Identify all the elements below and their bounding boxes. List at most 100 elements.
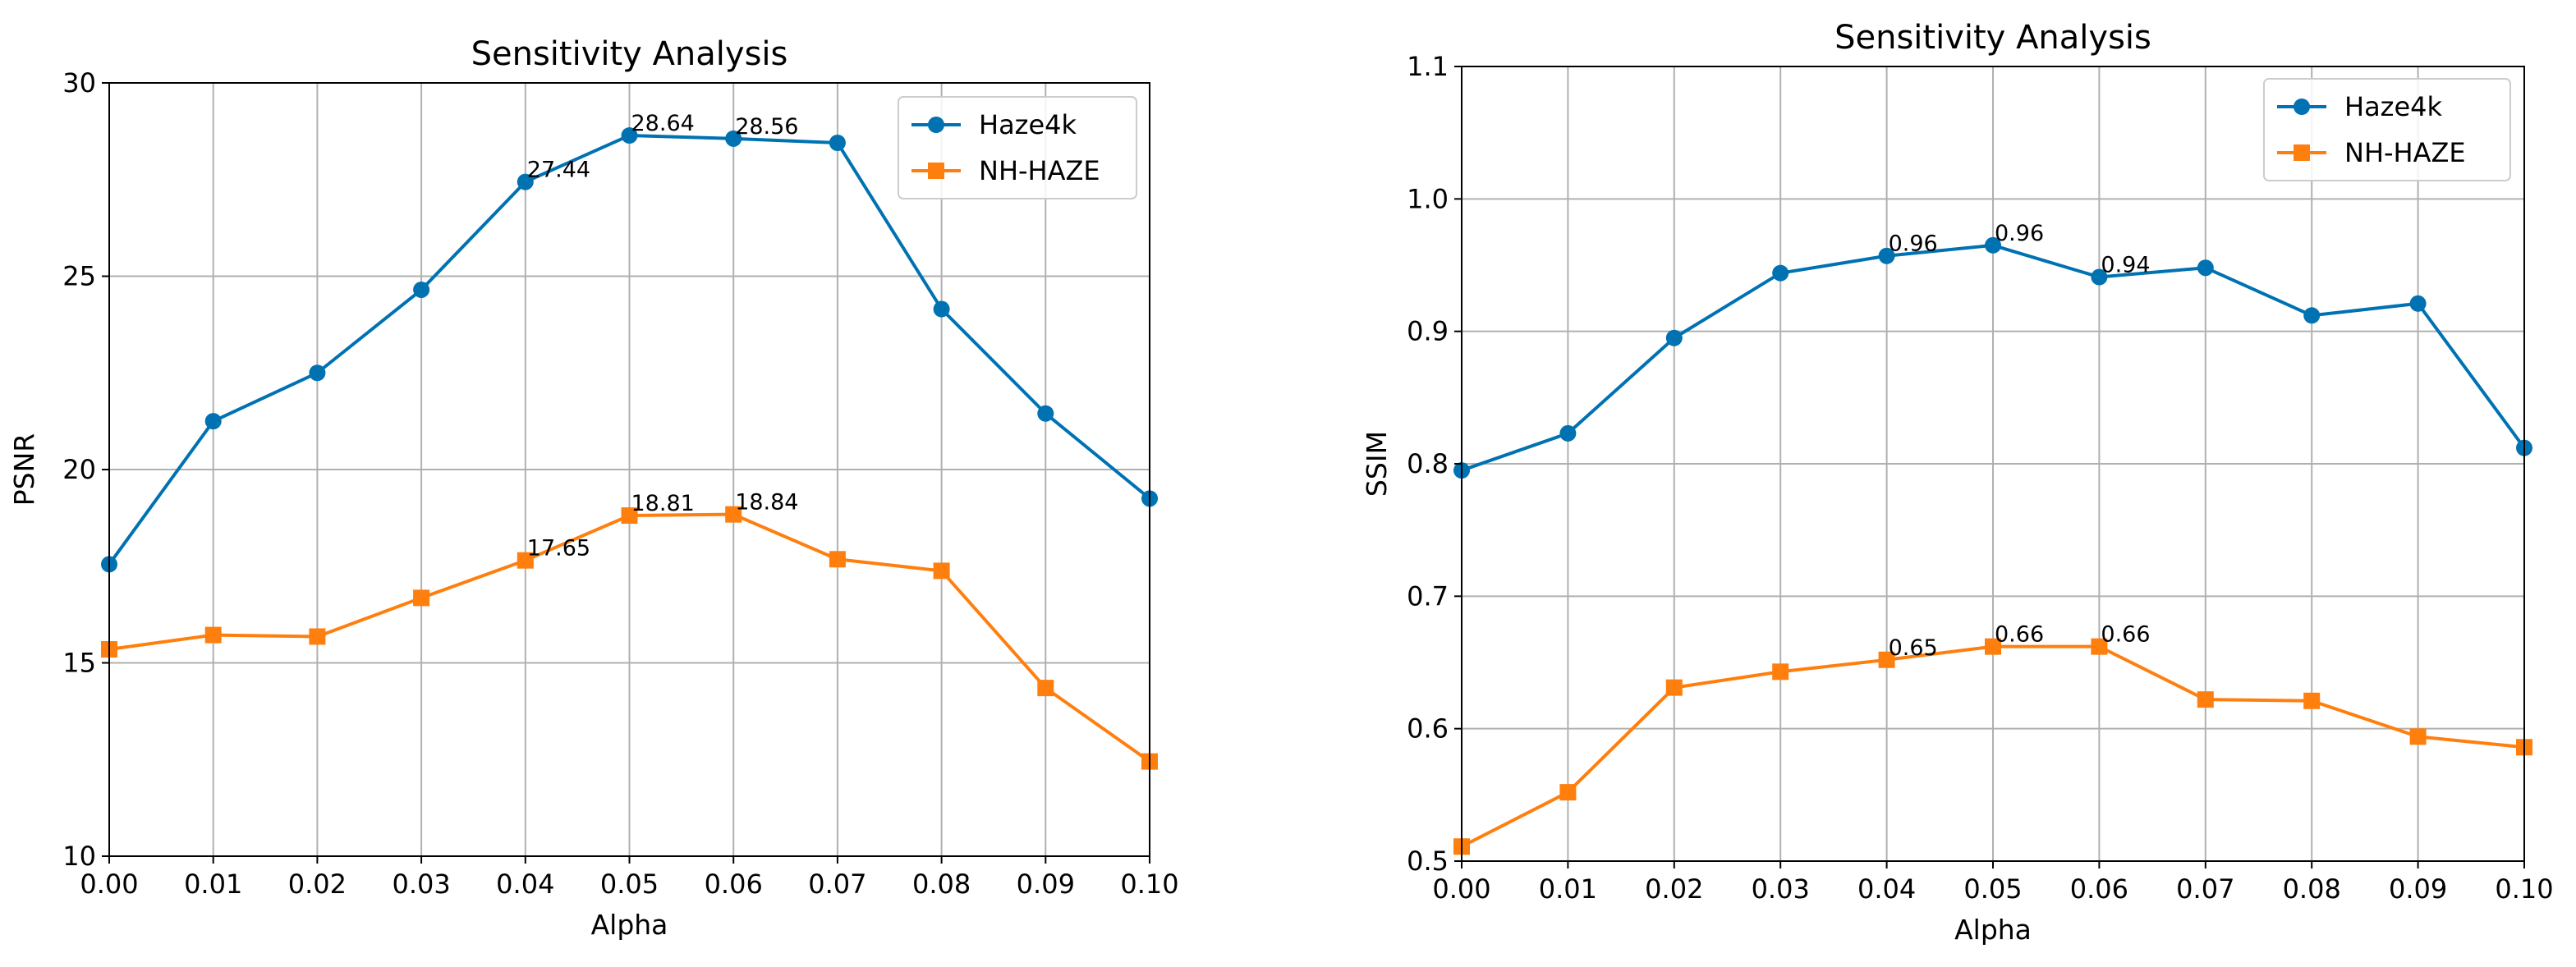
data-label: 18.84: [735, 490, 798, 516]
x-axis: 0.00 0.01 0.02 0.03 0.04 0.05 0.06 0.07 0.08 0.09…: [1432, 861, 2554, 905]
data-label: 0.66: [1995, 622, 2044, 648]
data-point: [517, 552, 534, 569]
x-tick-label: 0.03: [392, 868, 450, 900]
data-point: [413, 589, 430, 607]
legend-label: NH-HAZE: [979, 155, 1100, 186]
legend-label: NH-HAZE: [2344, 137, 2466, 168]
legend-item-nh-haze: NH-HAZE: [911, 155, 1100, 186]
legend-marker-square: [928, 163, 944, 179]
x-axis: 0.00 0.01 0.02 0.03 0.04 0.05 0.06 0.07 0.08 0.09…: [80, 856, 1179, 900]
chart-title: Sensitivity Analysis: [471, 35, 788, 73]
data-point: [309, 628, 326, 645]
data-label: 27.44: [527, 158, 590, 183]
legend-label: Haze4k: [979, 109, 1077, 140]
data-point: [204, 413, 222, 430]
y-tick-label: 0.5: [1407, 846, 1449, 877]
data-point: [2409, 728, 2427, 745]
x-tick-label: 0.02: [1645, 873, 1703, 905]
x-tick-label: 0.09: [1017, 868, 1075, 900]
data-point: [621, 507, 638, 525]
y-tick-label: 10: [62, 841, 96, 872]
legend-marker-square: [2294, 144, 2310, 161]
legend-box: [898, 96, 1137, 199]
data-point: [2091, 638, 2108, 655]
data-point: [2197, 259, 2214, 277]
data-label: 17.65: [527, 536, 590, 561]
legend-marker-circle: [928, 117, 944, 133]
legend-item-haze4k: Haze4k: [911, 109, 1077, 140]
y-axis-label: SSIM: [1361, 431, 1393, 497]
data-point: [1878, 651, 1895, 668]
x-tick-label: 0.04: [1857, 873, 1916, 905]
data-point: [1037, 680, 1054, 697]
data-point: [1772, 663, 1789, 681]
data-point: [309, 364, 326, 382]
y-tick-label: 15: [62, 648, 96, 679]
x-tick-label: 0.08: [2283, 873, 2341, 905]
data-label: 0.96: [1995, 221, 2044, 246]
series-haze4k: 0.96 0.96 0.94: [1453, 221, 2532, 479]
x-tick-label: 0.10: [2495, 873, 2553, 905]
legend-marker-circle: [2294, 99, 2310, 115]
y-tick-label: 25: [62, 261, 96, 292]
series-nh-haze: 0.65 0.66 0.66: [1453, 622, 2532, 855]
y-tick-label: 0.9: [1407, 316, 1449, 347]
data-point: [1559, 784, 1577, 801]
data-point: [2091, 268, 2108, 286]
data-label: 28.56: [735, 114, 798, 140]
data-point: [621, 127, 638, 144]
y-tick-label: 1.1: [1407, 51, 1449, 82]
y-axis-label: PSNR: [8, 433, 40, 506]
x-tick-label: 0.01: [184, 868, 242, 900]
x-tick-label: 0.00: [80, 868, 138, 900]
data-point: [1559, 424, 1577, 442]
data-point: [1878, 247, 1895, 264]
x-tick-label: 0.00: [1432, 873, 1490, 905]
y-tick-label: 0.6: [1407, 713, 1449, 745]
x-tick-label: 0.08: [912, 868, 971, 900]
data-point: [2409, 295, 2427, 312]
x-tick-label: 0.05: [600, 868, 659, 900]
legend-box: [2263, 78, 2511, 181]
data-point: [1037, 405, 1054, 422]
legend: Haze4k NH-HAZE: [898, 96, 1137, 199]
y-axis: 10 15 20 25 30: [62, 67, 109, 872]
data-label: 0.94: [2101, 253, 2150, 278]
legend: Haze4k NH-HAZE: [2263, 78, 2511, 181]
data-point: [413, 281, 430, 298]
x-tick-label: 0.09: [2389, 873, 2447, 905]
x-tick-label: 0.02: [288, 868, 347, 900]
x-tick-label: 0.01: [1539, 873, 1597, 905]
x-tick-label: 0.04: [496, 868, 554, 900]
x-tick-label: 0.06: [705, 868, 763, 900]
legend-item-haze4k: Haze4k: [2277, 91, 2443, 122]
y-tick-label: 20: [62, 454, 96, 485]
x-axis-label: Alpha: [591, 909, 668, 941]
data-point: [933, 300, 950, 318]
y-tick-label: 1.0: [1407, 183, 1449, 214]
y-tick-label: 0.8: [1407, 448, 1449, 479]
x-tick-label: 0.10: [1120, 868, 1178, 900]
y-tick-label: 30: [62, 67, 96, 99]
data-point: [1772, 264, 1789, 282]
data-point: [204, 626, 222, 644]
x-tick-label: 0.07: [2176, 873, 2234, 905]
data-label: 0.65: [1889, 635, 1938, 661]
legend-item-nh-haze: NH-HAZE: [2277, 137, 2466, 168]
data-point: [1665, 679, 1683, 696]
x-tick-label: 0.07: [808, 868, 866, 900]
legend-label: Haze4k: [2344, 91, 2443, 122]
data-label: 0.66: [2101, 622, 2150, 648]
data-point: [2197, 691, 2214, 708]
data-label: 18.81: [631, 491, 695, 516]
series-nh-haze: 17.65 18.81 18.84: [101, 490, 1158, 770]
data-point: [2303, 692, 2321, 709]
data-point: [2303, 307, 2321, 324]
data-point: [1985, 638, 2001, 655]
data-point: [829, 551, 846, 568]
series-haze4k: 27.44 28.64 28.56: [101, 111, 1158, 573]
data-point: [725, 130, 742, 147]
data-point: [1985, 236, 2001, 254]
chart-ssim: 0.96 0.96 0.94 0.65 0.66 0.66 0.00 0.01 0.02 0.03…: [1361, 19, 2554, 946]
